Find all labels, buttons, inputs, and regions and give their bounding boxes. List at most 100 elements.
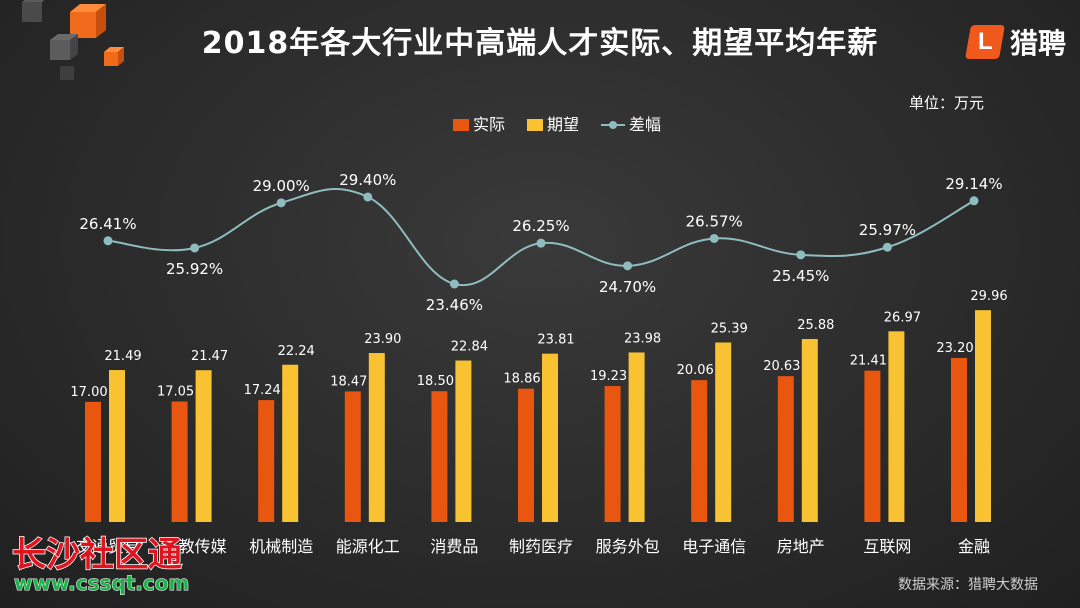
bar-label-actual: 19.23 — [590, 369, 627, 384]
chart-x-axis: 交通贸易 文教传媒 机械制造 能源化工 消费品 制药医疗 服务外包 电子通信 房地产 互联网 金融 — [76, 537, 990, 556]
diff-point-label: 26.25% — [512, 217, 569, 235]
bar-label-expected: 23.98 — [624, 331, 661, 346]
x-tick-label: 电子通信 — [682, 537, 746, 556]
bar-label-expected: 21.47 — [191, 349, 228, 364]
bar-expected — [801, 339, 818, 522]
x-tick-label: 制药医疗 — [509, 537, 573, 556]
diff-point — [969, 196, 979, 206]
diff-point — [449, 279, 459, 289]
diff-point-label: 25.45% — [772, 267, 829, 285]
bar-label-actual: 23.20 — [936, 341, 973, 356]
x-tick-label: 机械制造 — [249, 537, 313, 556]
x-tick-label: 金融 — [958, 537, 990, 556]
diff-point-label: 29.14% — [945, 175, 1002, 193]
bar-label-expected: 29.96 — [970, 289, 1007, 304]
x-tick-label: 能源化工 — [336, 537, 400, 556]
diff-point — [623, 261, 633, 271]
source-label: 数据来源：猎聘大数据 — [898, 577, 1038, 593]
legend-swatch-actual — [453, 119, 469, 131]
diff-point — [190, 243, 200, 253]
cube-orange-small — [104, 47, 124, 66]
cube-grey-1 — [22, 0, 45, 22]
bar-actual — [258, 400, 275, 522]
bar-expected — [975, 310, 991, 522]
bar-expected — [282, 364, 299, 522]
chart-diff-line: 26.41% 25.92% 29.00% 29.40% 23.46% 26.25% 24.7… — [79, 171, 1002, 314]
bar-actual — [171, 401, 188, 522]
diff-point-label: 25.97% — [859, 221, 916, 239]
cube-orange-large — [70, 4, 106, 38]
diff-point — [709, 233, 719, 243]
diff-point — [363, 192, 373, 202]
bar-actual — [431, 391, 448, 522]
bar-expected — [888, 331, 905, 522]
legend-label-diff: 差幅 — [629, 115, 661, 134]
x-tick-label: 消费品 — [430, 537, 478, 556]
watermark: 长沙社区通 www.cssqt.com — [11, 534, 190, 595]
page-title: 2018年各大行业中高端人才实际、期望平均年薪 — [201, 26, 879, 61]
diff-line-path — [107, 188, 975, 287]
bar-expected — [109, 370, 125, 522]
diff-point-label: 26.41% — [79, 215, 136, 233]
bar-actual — [864, 370, 881, 522]
bar-label-actual: 17.05 — [157, 384, 194, 399]
watermark-url: www.cssqt.com — [14, 571, 189, 595]
unit-label: 单位：万元 — [908, 94, 984, 112]
bar-actual — [604, 386, 621, 522]
bar-label-actual: 17.24 — [244, 383, 281, 398]
x-tick-label: 服务外包 — [596, 537, 660, 556]
bar-actual — [691, 380, 708, 522]
x-tick-label: 互联网 — [863, 537, 911, 556]
x-tick-label: 房地产 — [777, 537, 825, 556]
bar-label-expected: 25.39 — [711, 321, 748, 336]
brand: L 猎聘 — [964, 22, 1066, 62]
bar-label-expected: 22.24 — [278, 344, 315, 359]
legend-label-actual: 实际 — [473, 115, 505, 134]
bar-expected — [542, 353, 558, 522]
diff-point-label: 25.92% — [166, 260, 223, 278]
bar-expected — [195, 370, 212, 522]
diff-point-label: 26.57% — [686, 212, 743, 230]
bar-expected — [628, 352, 645, 522]
legend-label-expected: 期望 — [547, 115, 579, 134]
diff-point-label: 29.40% — [339, 171, 396, 189]
bar-label-actual: 18.47 — [330, 374, 367, 389]
bar-label-actual: 18.50 — [417, 374, 454, 389]
diff-point-label: 23.46% — [426, 296, 483, 314]
legend-swatch-expected — [527, 119, 543, 131]
x-tick-label: 文教传媒 — [163, 537, 227, 556]
bar-actual — [85, 401, 101, 522]
bar-label-expected: 25.88 — [797, 318, 834, 333]
bar-expected — [715, 342, 732, 522]
diff-point-label: 29.00% — [253, 177, 310, 195]
bar-label-actual: 20.06 — [677, 363, 714, 378]
diff-point-label: 24.70% — [599, 278, 656, 296]
bar-actual — [951, 357, 967, 522]
bar-expected — [368, 353, 385, 522]
diff-point — [796, 250, 806, 260]
bar-actual — [777, 376, 794, 522]
chart-bars: 17.00 21.49 17.05 21.47 17.24 22.24 18.47 23.90… — [70, 289, 1008, 522]
bar-label-expected: 23.81 — [537, 333, 574, 348]
diff-point — [276, 198, 286, 208]
bar-label-actual: 18.86 — [503, 372, 540, 387]
legend-marker-diff — [609, 121, 617, 129]
cube-grey-3 — [60, 66, 74, 80]
watermark-text: 长沙社区通 — [12, 535, 182, 575]
bar-actual — [344, 391, 361, 522]
diff-point — [103, 236, 113, 246]
bar-label-actual: 21.41 — [850, 354, 887, 369]
diff-point — [882, 242, 892, 252]
bar-label-actual: 17.00 — [70, 385, 107, 400]
bar-label-expected: 23.90 — [364, 332, 401, 347]
x-tick-label: 交通贸易 — [76, 537, 140, 556]
chart-legend: 实际 期望 差幅 — [453, 115, 661, 134]
decorative-cubes — [22, 0, 124, 80]
bar-label-expected: 21.49 — [104, 349, 141, 364]
bar-expected — [455, 360, 472, 522]
bar-label-expected: 22.84 — [451, 340, 488, 355]
bar-label-actual: 20.63 — [763, 359, 800, 374]
diff-point — [536, 238, 546, 248]
cube-grey-2 — [50, 34, 78, 60]
